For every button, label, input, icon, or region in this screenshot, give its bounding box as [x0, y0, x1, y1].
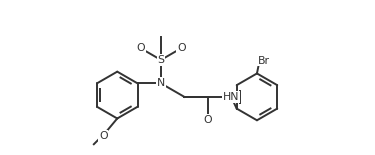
Text: O: O [99, 131, 108, 141]
Text: N: N [157, 78, 165, 88]
Text: Br: Br [258, 56, 270, 66]
Text: O: O [136, 43, 145, 53]
Text: O: O [204, 115, 212, 125]
Text: HN: HN [223, 92, 240, 102]
Text: O: O [177, 43, 186, 53]
Text: S: S [158, 55, 165, 65]
